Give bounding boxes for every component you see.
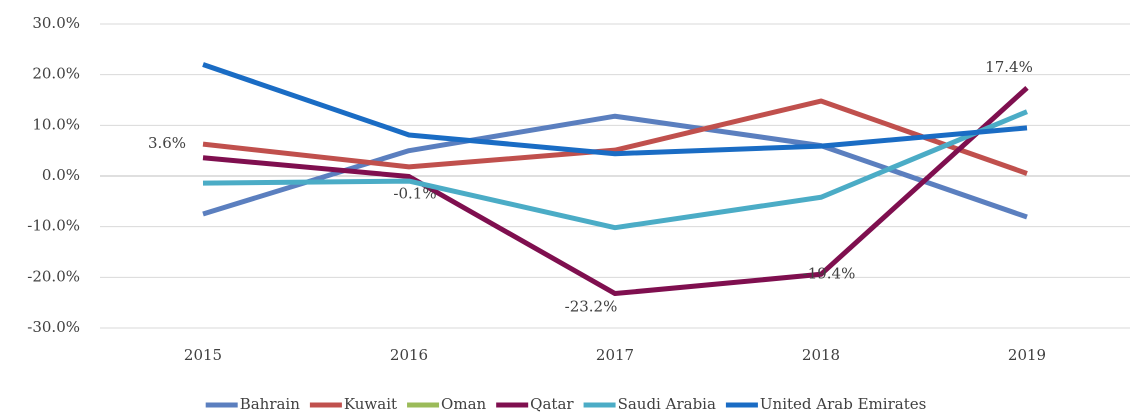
y-tick-label: 0.0%: [42, 166, 80, 184]
legend-label: Qatar: [530, 395, 574, 413]
x-tick-label: 2015: [184, 346, 222, 364]
x-tick-label: 2016: [390, 346, 428, 364]
y-tick-label: 10.0%: [32, 115, 80, 133]
legend-label: Oman: [441, 395, 486, 413]
legend-label: Saudi Arabia: [618, 395, 716, 413]
x-tick-label: 2019: [1008, 346, 1046, 364]
legend: Bahrain Kuwait Oman Qatar Saudi Arabia United…: [205, 395, 926, 413]
y-tick-label: -30.0%: [27, 318, 80, 336]
data-label: -0.1%: [393, 185, 436, 203]
data-label: 3.6%: [148, 134, 186, 152]
x-tick-label: 2018: [802, 346, 840, 364]
data-label: -19.4%: [803, 264, 856, 282]
data-label: -23.2%: [565, 298, 618, 316]
series-line: [202, 85, 1029, 297]
series-line: [202, 109, 1028, 231]
y-tick-label: -10.0%: [27, 217, 80, 235]
legend-label: Kuwait: [344, 395, 397, 413]
y-tick-label: 30.0%: [32, 14, 80, 32]
series-line: [202, 98, 1028, 176]
legend-label: Bahrain: [240, 395, 301, 413]
y-tick-label: 20.0%: [32, 65, 80, 83]
series-line: [202, 62, 1028, 157]
y-tick-label: -20.0%: [27, 267, 80, 285]
x-tick-label: 2017: [596, 346, 634, 364]
data-label: 17.4%: [985, 58, 1033, 76]
legend-label: United Arab Emirates: [760, 395, 926, 413]
